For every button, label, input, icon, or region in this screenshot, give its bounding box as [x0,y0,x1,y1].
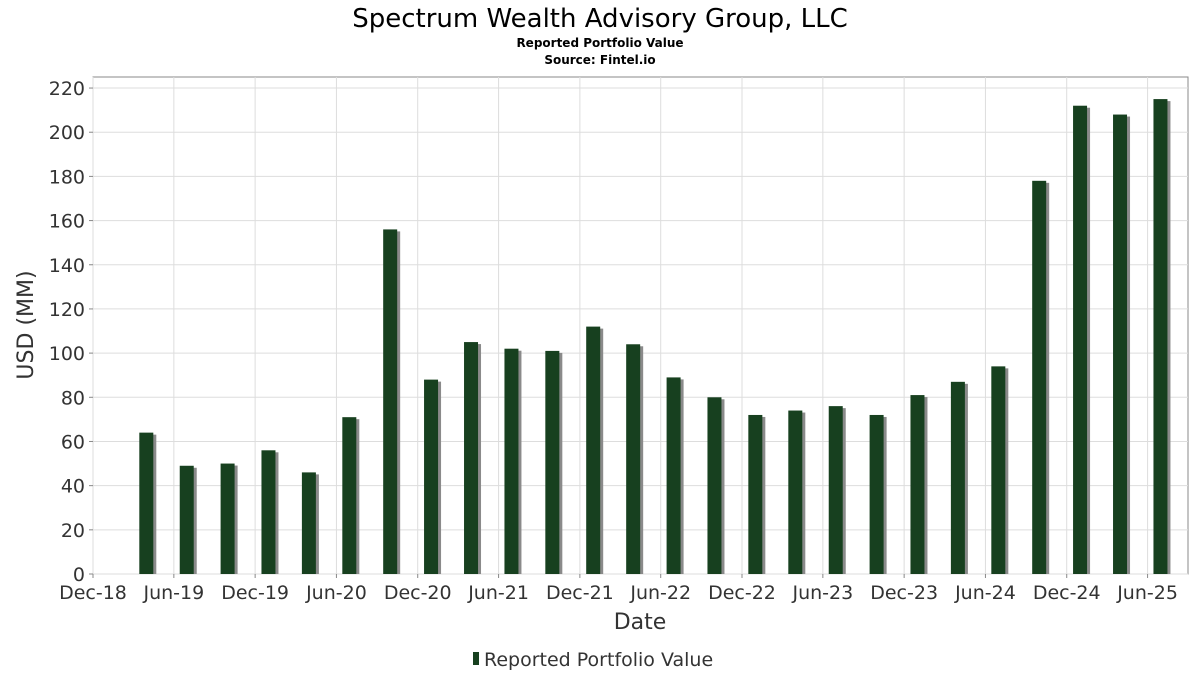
x-axis-title: Date [614,610,667,635]
bar [261,450,276,574]
x-tick-label: Jun-23 [791,582,853,604]
x-tick-label: Jun-25 [1116,582,1178,604]
bar [950,381,965,574]
bar [383,229,398,574]
y-tick-label: 160 [49,211,85,233]
bar [342,417,357,574]
x-tick-label: Dec-23 [870,582,938,604]
x-tick-label: Dec-19 [221,582,289,604]
legend-label: Reported Portfolio Value [484,649,713,671]
bar [220,463,235,574]
chart-subtitle: Reported Portfolio Value [516,36,683,50]
x-tick-label: Jun-21 [467,582,529,604]
bar [626,344,641,574]
bar [1073,105,1088,575]
bar [1032,180,1047,574]
bar [707,397,722,574]
y-tick-label: 80 [61,387,85,409]
x-tick-label: Dec-22 [708,582,776,604]
chart-source: Source: Fintel.io [544,53,655,67]
x-tick-label: Dec-20 [384,582,452,604]
y-tick-label: 20 [61,520,85,542]
bar [504,348,519,574]
y-tick-label: 180 [49,166,85,188]
bar [179,465,194,574]
x-axis-ticks: Dec-18 Jun-19 Dec-19 Jun-20 Dec-20 Jun-21 Dec-… [59,574,1178,604]
bar [828,406,843,574]
x-tick-label: Dec-21 [546,582,614,604]
y-tick-label: 220 [49,78,85,100]
bar [666,377,681,574]
y-axis-ticks: 0 20 40 60 80 100 120 140 160 180 200 220 [49,78,93,586]
x-tick-label: Jun-24 [954,582,1016,604]
x-tick-label: Jun-19 [142,582,204,604]
chart-title: Spectrum Wealth Advisory Group, LLC [352,4,848,34]
bar [139,432,154,574]
bar [545,350,560,574]
bar [1113,114,1128,574]
y-tick-label: 40 [61,476,85,498]
legend-swatch [473,652,479,665]
bar [586,326,601,574]
bar [748,414,763,574]
x-tick-label: Dec-24 [1033,582,1101,604]
bars [139,99,1171,575]
bar [910,395,925,574]
x-tick-label: Jun-20 [305,582,367,604]
y-tick-label: 200 [49,122,85,144]
legend: Reported Portfolio Value [473,649,713,671]
bar [788,410,803,574]
bar [1153,99,1168,574]
bar [869,414,884,574]
y-tick-label: 0 [73,564,85,586]
bar [301,472,316,574]
bar [991,366,1006,574]
bar [464,342,479,574]
y-tick-label: 120 [49,299,85,321]
y-axis-title: USD (MM) [14,270,39,379]
x-tick-label: Dec-18 [59,582,127,604]
bar [424,379,439,574]
y-tick-label: 140 [49,255,85,277]
x-tick-label: Jun-22 [629,582,691,604]
y-tick-label: 60 [61,431,85,453]
y-tick-label: 100 [49,343,85,365]
